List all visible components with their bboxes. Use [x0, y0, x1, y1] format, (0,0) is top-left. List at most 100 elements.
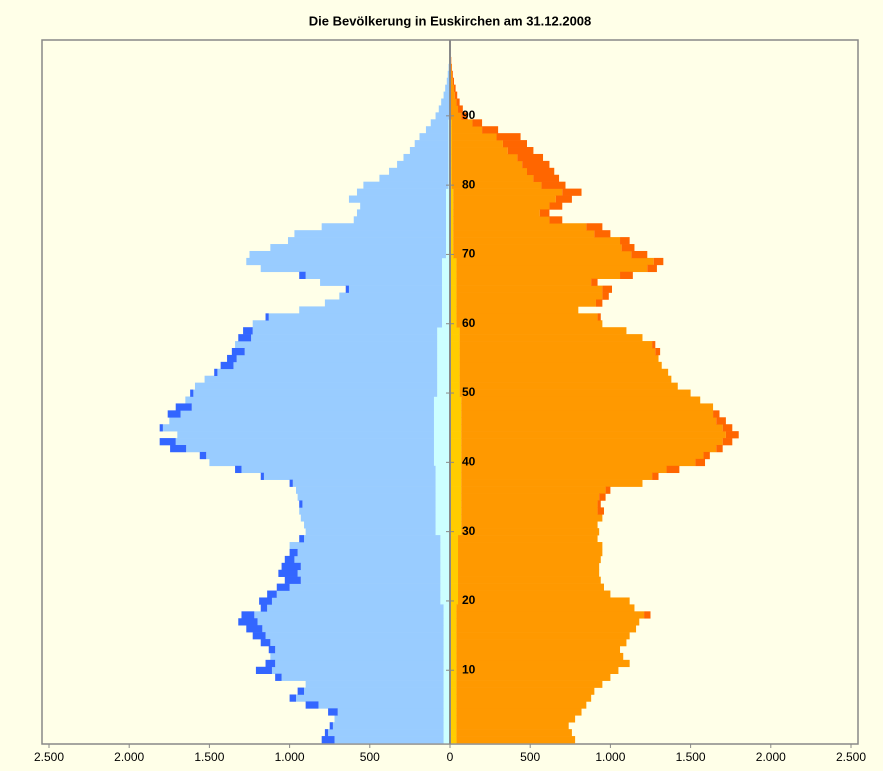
bar-segment [443, 659, 450, 668]
bar-segment [647, 264, 657, 273]
bar-segment [450, 223, 454, 231]
bar-segment [175, 403, 192, 411]
bar-segment [270, 244, 446, 252]
bar-segment [456, 313, 598, 321]
bar-segment [450, 451, 462, 460]
bar-segment [621, 244, 635, 252]
bar-segment [456, 673, 611, 681]
bar-segment [450, 112, 462, 120]
bar-segment [722, 438, 733, 446]
bar-segment [437, 341, 450, 349]
bar-segment [461, 396, 701, 404]
bar-segment [450, 230, 454, 238]
bar-segment [450, 645, 457, 654]
bar-segment [304, 687, 444, 695]
bar-segment [450, 500, 462, 508]
bar-segment [459, 382, 678, 390]
bar-segment [433, 417, 450, 425]
bar-segment [450, 403, 462, 411]
bar-segment [445, 223, 450, 231]
bar-segment [252, 327, 438, 335]
bar-segment [445, 188, 450, 196]
bar-segment [271, 666, 444, 674]
bar-segment [445, 84, 450, 92]
bar-segment [453, 195, 556, 203]
bar-segment [453, 237, 621, 245]
bar-segment [276, 583, 290, 591]
bar-segment [289, 479, 293, 487]
bar-segment [456, 320, 603, 328]
bar-segment [441, 292, 450, 300]
y-tick-label: 90 [462, 108, 476, 122]
bar-segment [458, 562, 600, 571]
bar-segment [299, 535, 305, 543]
bar-segment [300, 562, 441, 571]
bar-segment [450, 618, 457, 626]
bar-segment [251, 334, 438, 342]
bar-segment [318, 701, 444, 709]
x-tick-label: 1.000 [275, 750, 305, 764]
bar-segment [441, 320, 450, 328]
bar-segment [257, 618, 444, 626]
bar-segment [241, 465, 436, 474]
bar-segment [599, 493, 606, 501]
bar-segment [461, 458, 696, 467]
bar-segment [159, 424, 163, 432]
bar-segment [437, 327, 450, 335]
x-tick-label: 2.000 [114, 750, 144, 764]
bar-segment [451, 160, 523, 169]
y-tick-label: 40 [462, 455, 476, 469]
bar-segment [278, 569, 298, 577]
bar-segment [461, 410, 714, 418]
bar-segment [321, 736, 335, 744]
bar-segment [450, 292, 457, 300]
bar-segment [594, 230, 611, 238]
bar-segment [397, 160, 449, 169]
bar-segment [231, 347, 245, 356]
bar-segment [453, 216, 550, 224]
bar-segment [456, 687, 595, 695]
bar-segment [450, 542, 459, 550]
bar-segment [453, 250, 632, 259]
bar-segment [456, 722, 569, 730]
bar-segment [289, 694, 297, 702]
bar-segment [456, 632, 630, 640]
bar-segment [458, 548, 603, 557]
bar-segment [450, 424, 462, 432]
bar-segment [451, 140, 503, 148]
bar-segment [440, 583, 450, 591]
bar-segment [450, 216, 454, 224]
x-tick-label: 1.500 [676, 750, 706, 764]
bar-segment [275, 645, 444, 654]
y-tick-label: 60 [462, 316, 476, 330]
bar-segment [235, 465, 242, 474]
bar-segment [437, 334, 450, 342]
bar-segment [299, 306, 442, 314]
bar-segment [458, 555, 601, 564]
bar-segment [452, 77, 455, 85]
bar-segment [199, 451, 207, 460]
bar-segment [443, 652, 450, 661]
bar-segment [204, 375, 438, 383]
bar-segment [284, 576, 301, 584]
x-tick-label: 2.000 [756, 750, 786, 764]
bar-segment [456, 680, 603, 688]
bar-segment [263, 472, 436, 480]
bar-segment [451, 167, 527, 176]
bar-segment [281, 562, 301, 571]
bar-segment [334, 736, 444, 744]
bar-segment [459, 334, 643, 342]
bar-segment [441, 313, 450, 321]
bar-segment [167, 410, 181, 418]
bar-segment [461, 403, 714, 411]
bar-segment [300, 576, 441, 584]
bar-segment [348, 195, 446, 203]
bar-segment [440, 562, 450, 571]
bar-segment [533, 174, 560, 182]
bar-segment [450, 521, 462, 529]
bar-segment [443, 694, 450, 702]
bar-segment [433, 424, 450, 432]
bar-segment [389, 167, 449, 176]
bar-segment [461, 528, 600, 536]
bar-segment [451, 174, 534, 182]
